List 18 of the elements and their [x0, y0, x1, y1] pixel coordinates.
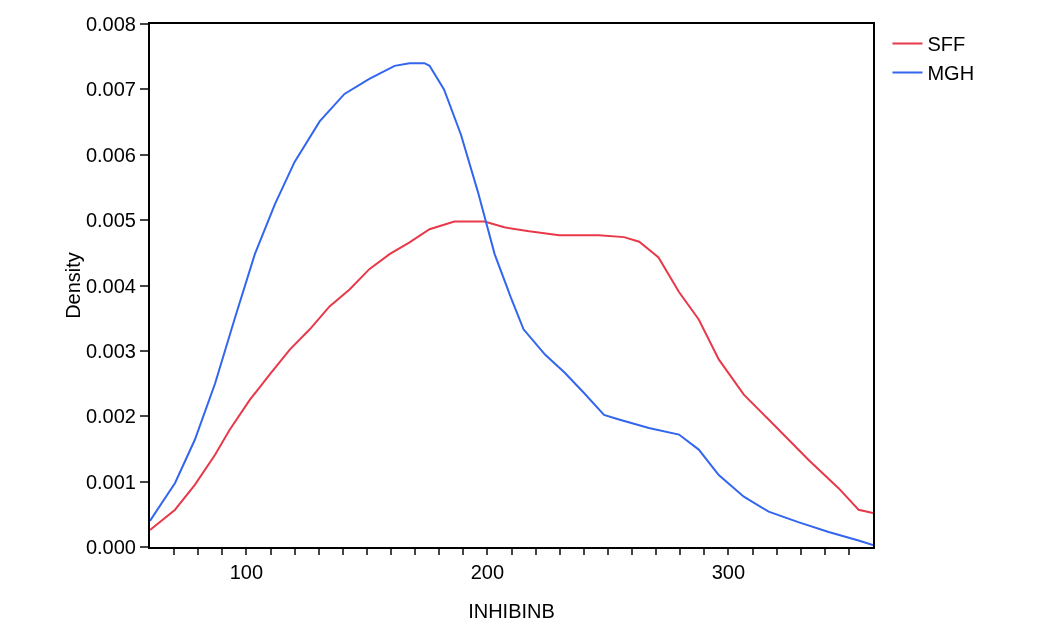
y-tick-label: 0.007: [85, 78, 136, 101]
y-tick-label: 0.006: [85, 143, 136, 166]
line-series: [150, 220, 873, 531]
legend-label: MGH: [927, 62, 975, 85]
x-tick-label: 300: [711, 561, 746, 583]
y-axis-title: Density: [61, 252, 84, 319]
x-tick-label: 200: [470, 561, 505, 583]
y-tick-label: 0.008: [85, 13, 136, 35]
x-tick-label: 100: [229, 561, 264, 583]
line-series: [150, 62, 873, 547]
y-tick-label: 0.004: [85, 274, 136, 297]
y-tick-label: 0.000: [85, 536, 136, 558]
x-axis-title: INHIBINB: [468, 600, 555, 622]
y-tick-label: 0.005: [85, 209, 136, 232]
y-tick-label: 0.003: [85, 339, 136, 362]
y-tick-label: 0.002: [85, 405, 136, 428]
legend-label: SFF: [927, 33, 966, 56]
y-tick-label: 0.001: [85, 470, 136, 493]
